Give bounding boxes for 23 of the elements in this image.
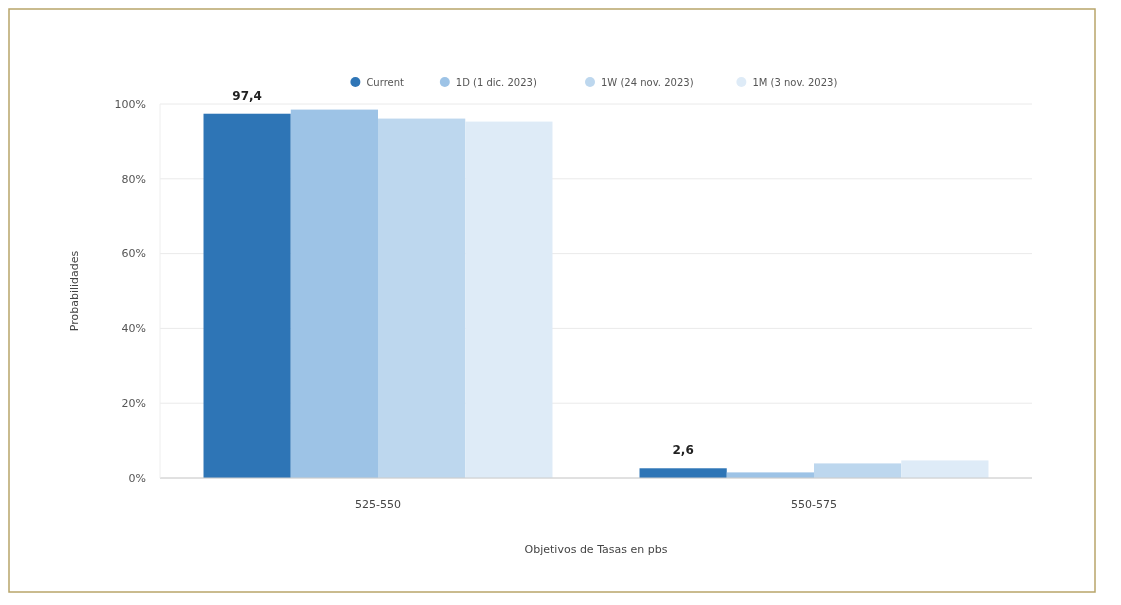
- bar: [290, 109, 378, 478]
- legend-label: 1W (24 nov. 2023): [601, 76, 694, 88]
- x-axis-title: Objetivos de Tasas en pbs: [524, 543, 668, 556]
- x-tick-label: 525-550: [355, 498, 401, 511]
- legend-label: 1D (1 dic. 2023): [455, 76, 537, 88]
- data-label: 2,6: [672, 443, 694, 458]
- y-tick-label: 40%: [121, 322, 146, 336]
- bar: [814, 463, 902, 478]
- bar: [465, 121, 553, 478]
- x-tick-label: 550-575: [791, 498, 837, 511]
- bar: [639, 468, 727, 478]
- y-tick-label: 0%: [128, 471, 146, 485]
- bar: [378, 118, 466, 478]
- y-tick-label: 20%: [121, 397, 146, 411]
- y-tick-label: 60%: [121, 247, 146, 261]
- y-tick-label: 80%: [121, 172, 146, 186]
- y-tick-label: 100%: [114, 97, 146, 111]
- data-label: 97,4: [232, 88, 262, 103]
- bar: [203, 113, 291, 478]
- legend-label: 1M (3 nov. 2023): [752, 76, 838, 88]
- bar: [901, 460, 989, 478]
- y-axis-title: Probabilidades: [68, 250, 81, 332]
- legend-label: Current: [366, 76, 405, 88]
